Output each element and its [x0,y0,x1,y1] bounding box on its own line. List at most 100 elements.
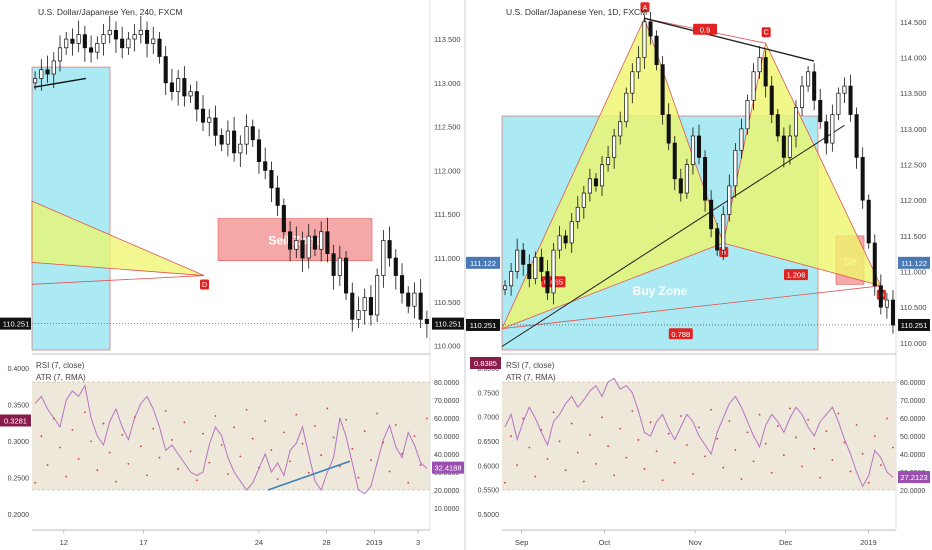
atr-dot [345,418,347,421]
atr-dot [528,446,531,449]
time-tick-label: Oct [599,538,612,547]
candle [424,318,429,325]
atr-dot [115,480,117,483]
atr-dot [825,430,828,433]
atr-dot [831,459,834,462]
atr-dot [370,459,372,462]
candle [703,157,708,201]
candle [521,249,526,265]
candle [256,139,262,163]
atr-dot [65,475,68,478]
rsi-tick-label: 70.0000 [900,398,925,405]
atr-dot [121,434,124,436]
candle [120,38,125,49]
atr-dot [710,408,713,411]
atr-dot [413,435,416,438]
atr-dot [879,464,882,467]
candle [860,157,865,201]
candle [793,107,799,137]
rsi-tick-label: 60.0000 [900,416,925,423]
point-label: D [202,282,207,289]
price-tick-label: 113.000 [434,79,461,88]
atr-dot [685,444,688,446]
trend-line [501,124,845,347]
rsi-trend-line [267,460,351,491]
atr-dot [625,456,628,459]
pattern-xab [501,17,724,330]
time-tick-label: Nov [688,538,702,547]
time-tick-label: 24 [255,538,263,547]
atr-dot [546,457,549,460]
candle [337,257,342,276]
chart-panel-1: Sell ZoneDU.S. Dollar/Japanese Yen, 240,… [0,0,464,550]
candle [866,199,871,244]
time-tick-label: 2019 [860,538,877,547]
atr-dot [71,428,74,431]
rsi-tick-label: 70.0000 [434,398,459,405]
rsi-label: RSI (7, close) [506,361,555,370]
candle [751,71,756,101]
atr-dot [133,416,136,419]
candle [144,29,150,44]
candle [636,57,641,73]
atr-dot [510,435,512,438]
candle [219,135,224,145]
candle [630,71,635,94]
atr-dot [795,436,797,439]
atr-dot [776,425,779,427]
candle [812,71,817,101]
candle [95,43,100,53]
atr-value-badge [0,414,31,427]
atr-dot [158,456,161,459]
atr-dot [83,411,86,414]
atr-dot [351,447,354,450]
candle [250,126,255,141]
pattern-xd-line [501,285,881,329]
atr-dot [40,435,43,438]
last-price-badge-left [466,318,500,331]
atr-dot [807,418,810,421]
candle [225,130,230,145]
atr-dot [46,464,49,467]
atr-label: ATR (7, RMA) [506,373,556,382]
candle [368,297,373,316]
atr-dot [698,426,700,429]
atr-dot [301,442,304,445]
candle [157,38,162,57]
price-tick-label: 113.500 [434,35,461,44]
atr-dot [849,470,852,473]
ratio-label: 0.788 [671,330,690,339]
last-price-label: 110.251 [435,320,462,329]
candle [890,299,895,326]
atr-tick-label: 0.7000 [478,415,500,422]
rsi-value-badge [432,461,464,474]
atr-dot [522,417,525,420]
candle [325,231,330,254]
atr-tick-label: 0.5500 [478,488,500,495]
rsi-value-label: 27.2123 [900,473,927,482]
rsi-label: RSI (7, close) [36,361,85,370]
last-price-badge [898,318,930,331]
ratio-badge [668,328,693,340]
atr-dot [692,473,694,475]
atr-dot [716,437,719,440]
atr-dot [189,450,192,453]
atr-dot [220,444,223,446]
atr-tick-label: 0.8000 [478,366,500,373]
atr-dot [208,461,211,464]
last-price-badge [432,317,464,330]
atr-dot [59,446,61,449]
atr-dot [704,455,706,458]
candle [660,64,665,115]
atr-dot [722,466,725,469]
atr-dot [892,446,894,449]
rsi-value-label: 32.4188 [434,464,461,473]
time-tick-label: 28 [322,538,330,547]
candle [350,292,355,320]
atr-dot [758,413,761,416]
rsi-tick-label: 60.0000 [434,416,459,423]
candle [232,130,237,154]
atr-dot [332,436,335,439]
